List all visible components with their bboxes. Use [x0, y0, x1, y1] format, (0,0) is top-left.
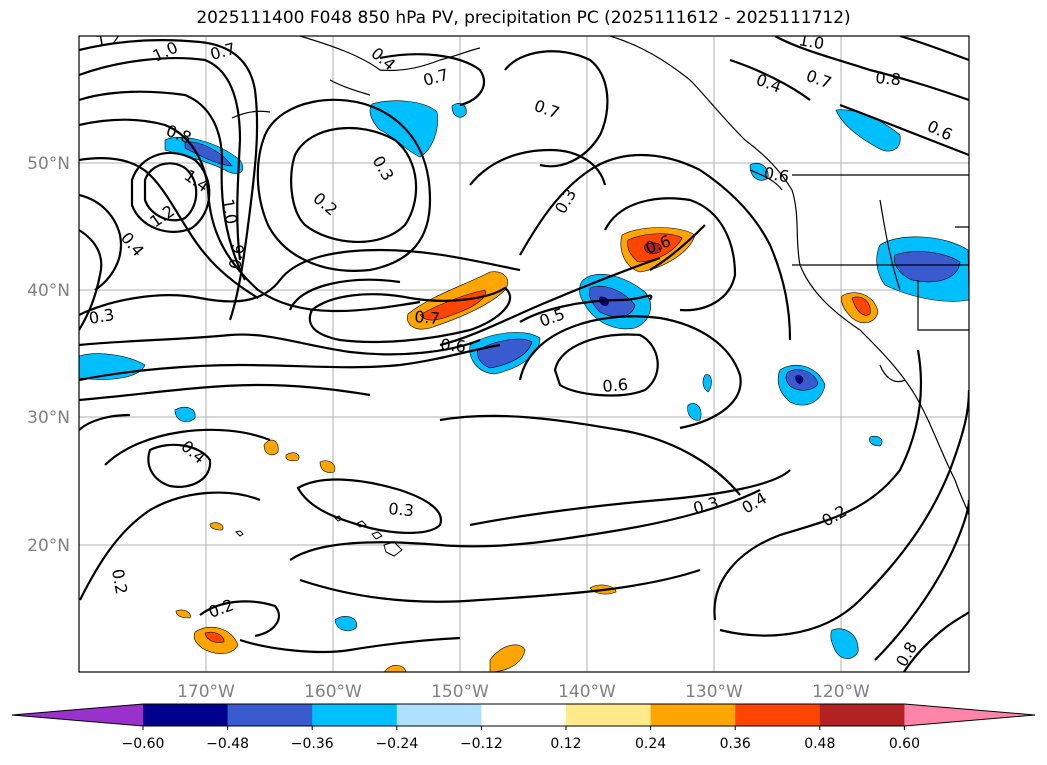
lon-label: 170°W	[177, 682, 235, 702]
contour-label: 0.6	[602, 375, 629, 396]
lon-label: 140°W	[558, 682, 616, 702]
colorbar-tick-label: −0.12	[460, 736, 503, 752]
contour-label: 0.3	[87, 305, 115, 328]
coastlines	[231, 36, 969, 516]
colorbar-extension-high	[904, 704, 1035, 726]
map-title: 2025111400 F048 850 hPa PV, precipitatio…	[196, 8, 851, 28]
longitude-labels: 170°W 160°W 150°W 140°W 130°W 120°W	[177, 682, 870, 702]
colorbar-segment	[735, 704, 821, 726]
colorbar-segment	[650, 704, 736, 726]
lat-label: 30°N	[27, 408, 70, 428]
contour-label: 1.0	[797, 30, 825, 53]
colorbar-tick-label: −0.48	[206, 736, 249, 752]
map-frame	[78, 35, 970, 673]
lon-label: 160°W	[304, 682, 362, 702]
colorbar-tick-label: 0.48	[804, 736, 835, 752]
lat-label: 40°N	[27, 281, 70, 301]
colorbar-extension-low	[12, 704, 143, 726]
pv-contours	[79, 36, 969, 672]
contour-label: 0.7	[414, 307, 441, 328]
colorbar-tick-label: −0.60	[122, 736, 165, 752]
colorbar-tick-label: 0.24	[635, 736, 666, 752]
colorbar-tick-label: 0.60	[889, 736, 920, 752]
precip-shading	[79, 100, 969, 672]
colorbar-segment	[143, 704, 229, 726]
lat-label: 20°N	[27, 536, 70, 556]
contour-label: 1.2	[94, 28, 122, 51]
contour-label: 0.6	[440, 335, 467, 356]
colorbar-segment	[481, 704, 567, 726]
colorbar-segment	[396, 704, 482, 726]
lon-label: 150°W	[431, 682, 489, 702]
colorbar-segment	[566, 704, 652, 726]
colorbar: −0.60 −0.48 −0.36 −0.24 −0.12 0.12 0.24 0.36 0.4…	[11, 703, 1036, 752]
colorbar-segment	[312, 704, 398, 726]
colorbar-segment	[227, 704, 313, 726]
colorbar-segment	[819, 704, 905, 726]
contour-label: 1.0	[218, 197, 241, 225]
contour-label: 0.8	[875, 68, 902, 89]
contour-label: 0.3	[388, 499, 415, 520]
contour-label: 0.6	[762, 163, 790, 186]
colorbar-tick-label: −0.36	[291, 736, 334, 752]
colorbar-tick-label: −0.24	[375, 736, 418, 752]
latitude-labels: 50°N 40°N 30°N 20°N	[27, 154, 70, 556]
lon-label: 120°W	[812, 682, 870, 702]
lon-label: 130°W	[685, 682, 743, 702]
contour-label: 0.6	[225, 242, 248, 270]
lat-label: 50°N	[27, 154, 70, 174]
colorbar-tick-label: 0.36	[720, 736, 751, 752]
contour-label: 0.2	[108, 567, 131, 595]
colorbar-tick-label: 0.12	[550, 736, 581, 752]
